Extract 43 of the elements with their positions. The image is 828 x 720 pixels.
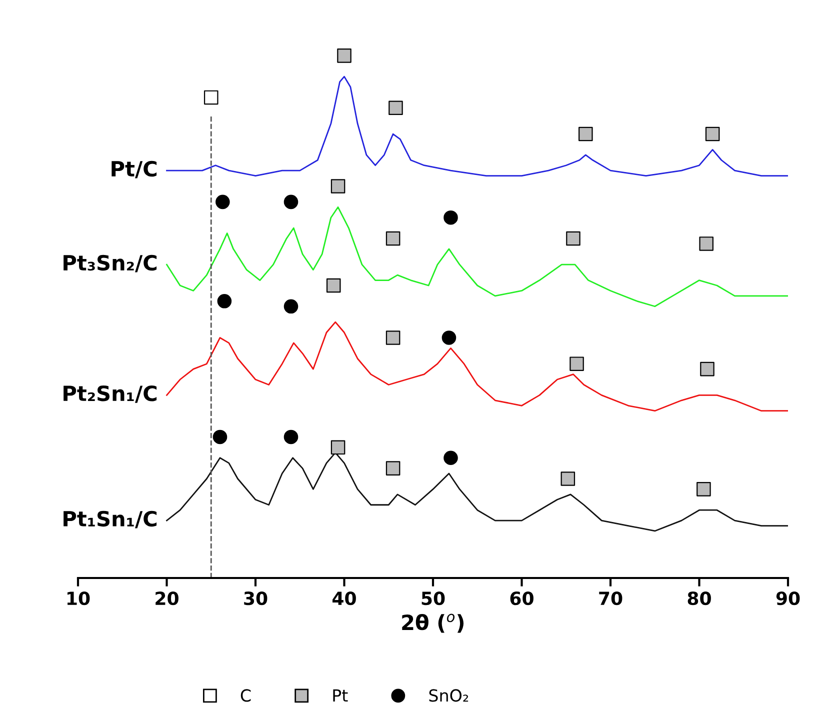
point [570,356,584,371]
point [204,90,218,105]
point [566,231,580,246]
point [284,299,298,314]
point [386,231,400,246]
point [326,278,341,293]
x-tick-label: 90 [776,592,800,606]
x-tick-label: 50 [422,592,445,606]
point [705,126,720,142]
point [700,362,714,376]
series-label: Pt₂Sn₁/C [64,385,157,403]
x-tick-label: 40 [332,592,356,606]
x-tick-label: 70 [599,592,622,606]
legend-label: SnO₂ [429,689,468,702]
point [330,440,346,455]
point [386,330,400,345]
series-label: Pt₁Sn₁/C [64,510,157,528]
point [444,450,458,466]
point [560,472,576,486]
legend-label: C [240,689,251,702]
point [696,482,711,496]
point [699,236,714,251]
x-tick-label: 80 [688,592,711,606]
point [337,48,352,63]
point [578,126,593,142]
x-tick-label: 20 [156,592,178,606]
point [444,210,458,225]
x-tick-label: 10 [67,592,90,606]
point [442,330,456,345]
point [216,194,230,210]
x-tick-label: 30 [244,592,268,606]
point [330,179,346,194]
point [284,194,298,210]
point [212,430,228,444]
point [284,430,298,444]
point [217,294,232,308]
x-axis-title: 2θ ($^{o}$) [402,614,464,633]
point [386,461,400,476]
series-label: Pt/C [112,160,157,178]
point [388,100,403,116]
legend-label: Pt [333,689,348,702]
series-label: Pt₃Sn₂/C [64,254,157,272]
x-tick-label: 60 [510,592,534,606]
